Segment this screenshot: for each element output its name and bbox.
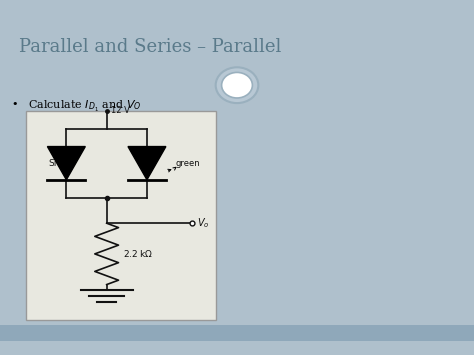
Text: Si: Si: [48, 159, 57, 168]
Bar: [26, 111, 216, 320]
Text: $V_o$: $V_o$: [197, 216, 209, 230]
Bar: [0, 326, 474, 341]
Text: 2.2 k$\Omega$: 2.2 k$\Omega$: [123, 248, 154, 260]
Text: green: green: [175, 159, 200, 168]
Ellipse shape: [216, 67, 258, 103]
Text: Parallel and Series – Parallel: Parallel and Series – Parallel: [19, 38, 282, 56]
Ellipse shape: [221, 72, 252, 98]
Polygon shape: [128, 147, 166, 180]
Text: Calculate $I_{D_1}$ and $V_O$: Calculate $I_{D_1}$ and $V_O$: [28, 99, 142, 114]
Text: 12 V: 12 V: [111, 106, 130, 115]
Polygon shape: [47, 147, 85, 180]
Text: •: •: [12, 99, 18, 109]
